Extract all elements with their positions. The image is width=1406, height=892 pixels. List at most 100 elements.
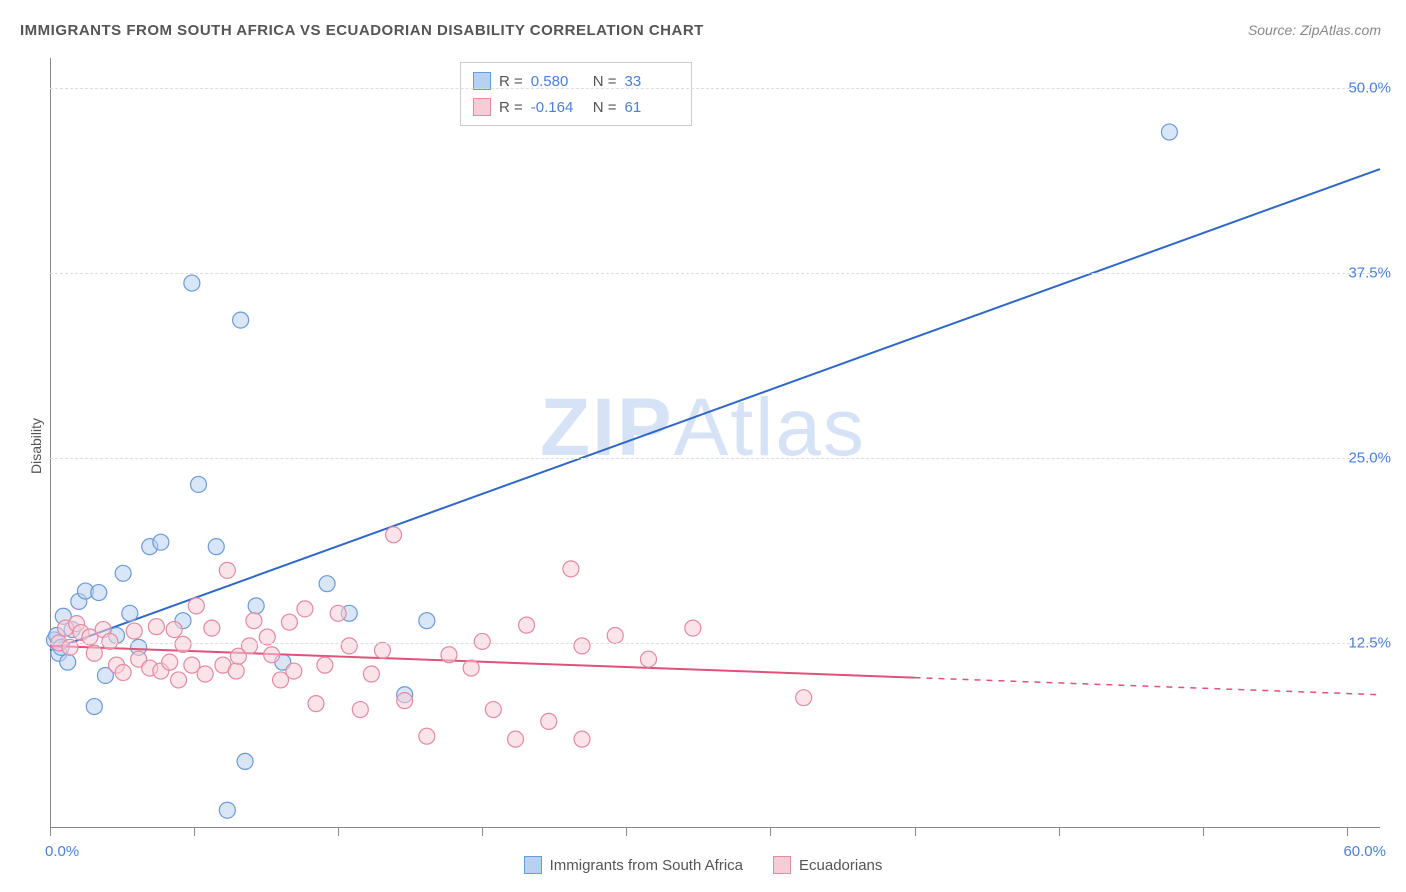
data-point — [363, 666, 379, 682]
series2-name: Ecuadorians — [799, 857, 882, 874]
data-point — [563, 561, 579, 577]
data-point — [166, 622, 182, 638]
data-point — [175, 636, 191, 652]
data-point — [508, 731, 524, 747]
data-point — [1161, 124, 1177, 140]
data-point — [319, 576, 335, 592]
data-point — [115, 665, 131, 681]
legend-item-series2: Ecuadorians — [773, 856, 882, 874]
data-point — [397, 693, 413, 709]
data-point — [352, 702, 368, 718]
data-point — [281, 614, 297, 630]
data-point — [441, 647, 457, 663]
data-point — [519, 617, 535, 633]
legend-row-series1: R = 0.580 N = 33 — [473, 68, 679, 94]
n-label-2: N = — [593, 99, 617, 116]
data-point — [685, 620, 701, 636]
series1-name: Immigrants from South Africa — [550, 857, 743, 874]
data-point — [286, 663, 302, 679]
data-point — [330, 605, 346, 621]
data-point — [184, 275, 200, 291]
data-point — [248, 598, 264, 614]
chart-svg — [50, 58, 1380, 828]
y-tick-label: 12.5% — [1348, 634, 1391, 651]
data-point — [102, 633, 118, 649]
data-point — [86, 645, 102, 661]
data-point — [148, 619, 164, 635]
data-point — [419, 728, 435, 744]
x-max-label: 60.0% — [1343, 843, 1386, 860]
x-tick-mark — [1347, 828, 1348, 836]
x-tick-mark — [626, 828, 627, 836]
x-tick-mark — [770, 828, 771, 836]
data-point — [219, 802, 235, 818]
data-point — [419, 613, 435, 629]
x-origin-label: 0.0% — [45, 843, 79, 860]
gridline-h — [50, 88, 1380, 89]
series-legend: Immigrants from South Africa Ecuadorians — [0, 856, 1406, 874]
y-axis-label: Disability — [28, 418, 44, 474]
data-point — [341, 638, 357, 654]
correlation-legend: R = 0.580 N = 33 R = -0.164 N = 61 — [460, 62, 692, 126]
swatch-series2 — [473, 98, 491, 116]
trend-line-dashed — [915, 678, 1381, 695]
data-point — [386, 527, 402, 543]
data-point — [197, 666, 213, 682]
x-tick-mark — [1059, 828, 1060, 836]
data-point — [474, 633, 490, 649]
n-value-2: 61 — [625, 99, 679, 116]
data-point — [153, 534, 169, 550]
data-point — [375, 642, 391, 658]
data-point — [485, 702, 501, 718]
x-tick-mark — [50, 828, 51, 836]
data-point — [208, 539, 224, 555]
data-point — [233, 312, 249, 328]
data-point — [463, 660, 479, 676]
data-point — [541, 713, 557, 729]
data-point — [246, 613, 262, 629]
data-point — [91, 585, 107, 601]
data-point — [264, 647, 280, 663]
y-tick-label: 25.0% — [1348, 449, 1391, 466]
chart-title: IMMIGRANTS FROM SOUTH AFRICA VS ECUADORI… — [20, 22, 704, 39]
data-point — [86, 699, 102, 715]
data-point — [574, 731, 590, 747]
data-point — [574, 638, 590, 654]
data-point — [60, 654, 76, 670]
data-point — [297, 601, 313, 617]
data-point — [188, 598, 204, 614]
gridline-h — [50, 643, 1380, 644]
x-tick-mark — [194, 828, 195, 836]
trend-line — [50, 169, 1380, 650]
data-point — [308, 696, 324, 712]
y-tick-label: 50.0% — [1348, 79, 1391, 96]
gridline-h — [50, 458, 1380, 459]
data-point — [641, 651, 657, 667]
swatch-bottom-2 — [773, 856, 791, 874]
y-tick-label: 37.5% — [1348, 264, 1391, 281]
gridline-h — [50, 273, 1380, 274]
legend-item-series1: Immigrants from South Africa — [524, 856, 743, 874]
data-point — [607, 628, 623, 644]
data-point — [317, 657, 333, 673]
data-point — [162, 654, 178, 670]
r-value-2: -0.164 — [531, 99, 585, 116]
x-tick-mark — [338, 828, 339, 836]
data-point — [122, 605, 138, 621]
data-point — [228, 663, 244, 679]
data-point — [191, 476, 207, 492]
data-point — [796, 690, 812, 706]
x-tick-mark — [482, 828, 483, 836]
data-point — [115, 565, 131, 581]
legend-row-series2: R = -0.164 N = 61 — [473, 94, 679, 120]
data-point — [237, 753, 253, 769]
data-point — [242, 638, 258, 654]
x-tick-mark — [1203, 828, 1204, 836]
data-point — [219, 562, 235, 578]
source-attribution: Source: ZipAtlas.com — [1248, 22, 1381, 38]
data-point — [62, 639, 78, 655]
r-label-2: R = — [499, 99, 523, 116]
data-point — [204, 620, 220, 636]
data-point — [171, 672, 187, 688]
x-tick-mark — [915, 828, 916, 836]
